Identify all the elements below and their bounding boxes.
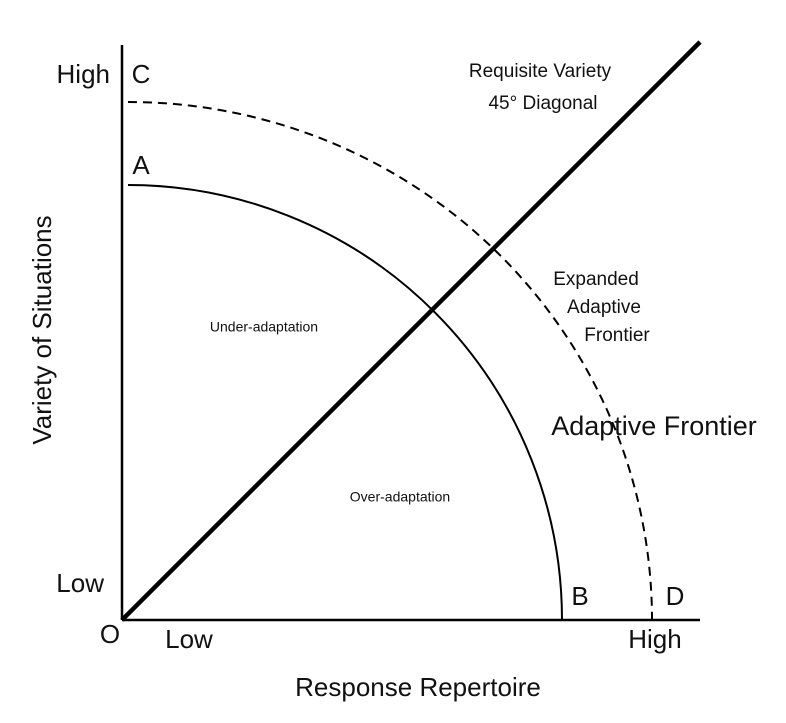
point-label: B [571,581,588,611]
x-axis-title: Response Repertoire [295,672,541,702]
expanded-frontier-label: Adaptive [567,297,641,318]
adaptive-frontier-label: Adaptive Frontier [551,411,757,441]
point-label: A [132,150,150,180]
expanded-frontier-label: Expanded [553,269,639,290]
adaptive-frontier-arc [127,184,563,621]
y-axis-title: Variety of Situations [27,215,57,444]
expanded-frontier-label: Frontier [584,325,650,346]
expanded-frontier-arc [127,101,653,621]
y-high-label: High [57,59,110,89]
x-high-label: High [628,624,681,654]
y-low-label: Low [56,568,104,598]
region-label: Over-adaptation [350,489,450,505]
point-label: D [666,581,685,611]
diagonal-line [120,40,702,622]
diagonal-label: Requisite Variety [469,61,612,82]
point-label: C [132,59,151,89]
region-label: Under-adaptation [210,319,318,335]
diagonal-label: 45° Diagonal [488,93,597,114]
origin-label: O [100,619,120,649]
x-low-label: Low [165,624,213,654]
